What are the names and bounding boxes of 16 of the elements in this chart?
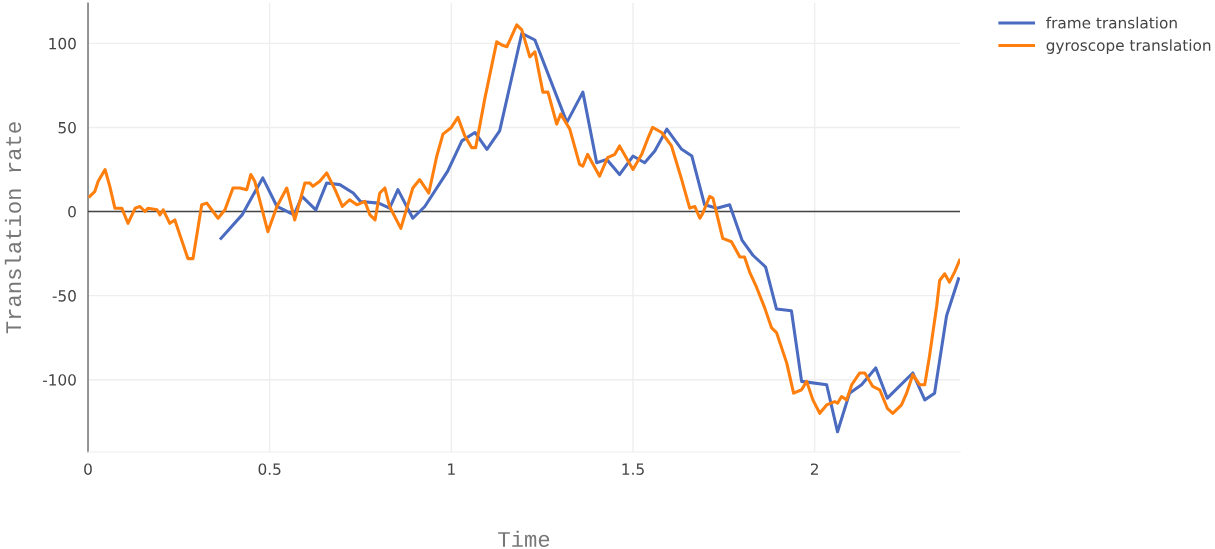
y-tick-label: 100 (49, 37, 76, 50)
y-tick-label: -50 (52, 290, 76, 302)
y-axis-title: Translation rate (4, 122, 22, 334)
x-tick-label: 0 (84, 463, 92, 475)
x-tick-label: 1.5 (622, 463, 644, 475)
x-tick-label: 1 (448, 463, 455, 475)
line-series (88, 23, 960, 415)
x-axis-title: Time (498, 530, 550, 547)
line-series (219, 31, 960, 434)
y-tick-label: -100 (42, 374, 76, 386)
y-tick-label: 50 (58, 121, 76, 134)
x-tick-label: 2 (810, 463, 818, 475)
legend-label: frame translation (1046, 16, 1177, 29)
legend-label: gyroscope translation (1046, 39, 1211, 54)
y-tick-label: 0 (68, 205, 76, 218)
x-tick-label: 0.5 (258, 463, 281, 475)
